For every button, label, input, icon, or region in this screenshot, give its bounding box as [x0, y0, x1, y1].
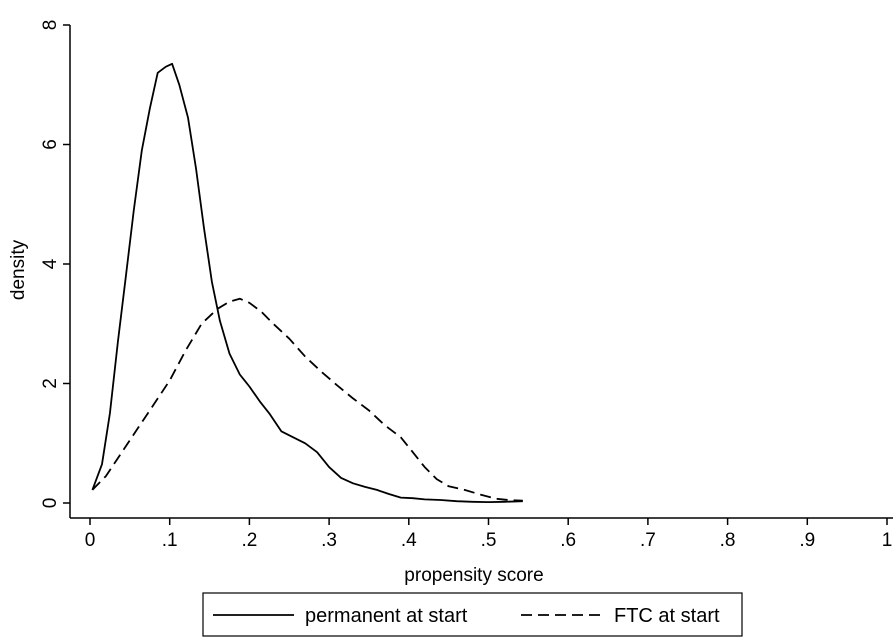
y-axis-title: density [8, 239, 29, 300]
x-axis-title: propensity score [404, 565, 543, 586]
x-tick-label: .9 [799, 530, 815, 551]
legend: permanent at start FTC at start [202, 592, 743, 637]
x-tick-label: .7 [640, 530, 656, 551]
x-tick-label: 1 [882, 530, 893, 551]
series-layer [91, 62, 523, 503]
x-tick-label: .4 [401, 530, 417, 551]
legend-label-ftc: FTC at start [614, 605, 720, 627]
y-tick-label: 6 [40, 139, 61, 150]
series-line-0 [91, 62, 523, 503]
y-tick-label: 0 [40, 498, 61, 509]
x-tick-label: .1 [162, 530, 178, 551]
legend-box [202, 592, 743, 637]
y-tick-label: 8 [40, 20, 61, 31]
y-tick-label: 2 [40, 378, 61, 389]
y-tick-label: 4 [40, 258, 61, 269]
y-axis-ticks: 0 2 4 6 8 [40, 20, 70, 509]
x-tick-label: 0 [85, 530, 96, 551]
legend-label-permanent: permanent at start [305, 605, 468, 627]
x-tick-label: .6 [560, 530, 576, 551]
x-axis-ticks: 0 .1 .2 .3 .4 .5 .6 .7 .8 .9 1 [85, 518, 893, 551]
x-tick-label: .8 [720, 530, 736, 551]
axes [69, 25, 893, 519]
x-tick-label: .2 [241, 530, 257, 551]
x-tick-label: .5 [481, 530, 497, 551]
series-line-1 [91, 297, 523, 502]
x-tick-label: .3 [321, 530, 337, 551]
